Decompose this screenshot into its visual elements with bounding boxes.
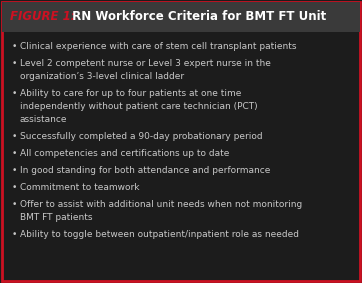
Text: •: • [11,200,17,209]
Text: •: • [11,89,17,98]
FancyBboxPatch shape [2,2,360,281]
Text: Successfully completed a 90-day probationary period: Successfully completed a 90-day probatio… [20,132,262,141]
Text: RN Workforce Criteria for BMT FT Unit: RN Workforce Criteria for BMT FT Unit [68,10,326,23]
Text: Commitment to teamwork: Commitment to teamwork [20,183,139,192]
Text: Offer to assist with additional unit needs when not monitoring: Offer to assist with additional unit nee… [20,200,302,209]
Text: BMT FT patients: BMT FT patients [20,213,93,222]
Text: Level 2 competent nurse or Level 3 expert nurse in the: Level 2 competent nurse or Level 3 exper… [20,59,271,68]
Text: •: • [11,132,17,141]
Text: •: • [11,230,17,239]
Text: Clinical experience with care of stem cell transplant patients: Clinical experience with care of stem ce… [20,42,296,51]
Text: organization’s 3-level clinical ladder: organization’s 3-level clinical ladder [20,72,184,81]
Text: Ability to care for up to four patients at one time: Ability to care for up to four patients … [20,89,241,98]
Text: •: • [11,149,17,158]
Text: Ability to toggle between outpatient/inpatient role as needed: Ability to toggle between outpatient/inp… [20,230,299,239]
Text: •: • [11,42,17,51]
Text: independently without patient care technician (PCT): independently without patient care techn… [20,102,258,111]
Text: •: • [11,183,17,192]
Text: assistance: assistance [20,115,67,124]
Text: •: • [11,166,17,175]
Text: FIGURE 1:: FIGURE 1: [10,10,76,23]
Text: All competencies and certifications up to date: All competencies and certifications up t… [20,149,230,158]
FancyBboxPatch shape [2,2,360,32]
Text: •: • [11,59,17,68]
Text: In good standing for both attendance and performance: In good standing for both attendance and… [20,166,270,175]
